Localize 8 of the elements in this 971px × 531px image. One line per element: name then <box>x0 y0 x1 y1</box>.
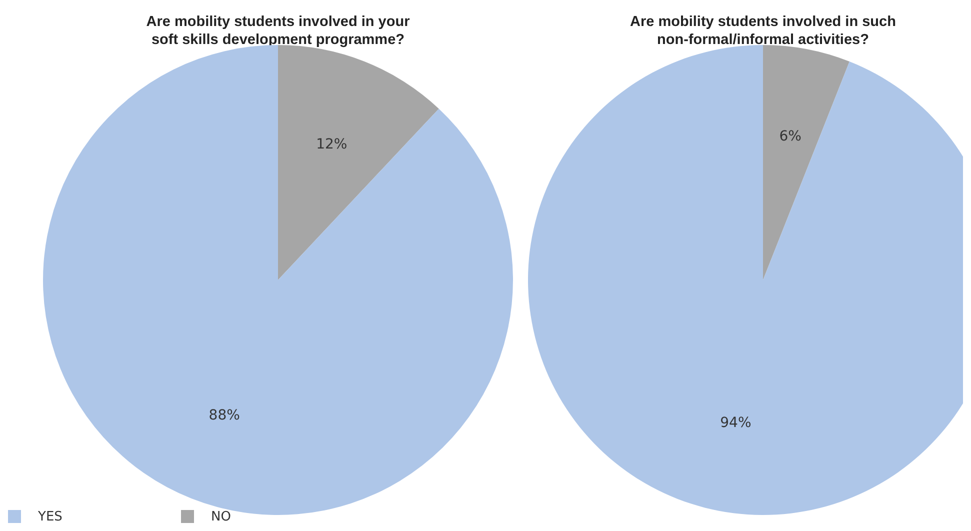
data-label: 88% <box>208 407 240 424</box>
chart-title: Are mobility students involved in such non-formal/informal activities? <box>630 14 896 48</box>
data-label: 94% <box>720 414 752 431</box>
data-label: 6% <box>779 128 802 145</box>
data-label: 12% <box>316 136 348 152</box>
legend-label: YES <box>37 510 62 525</box>
chart-title: Are mobility students involved in your soft skills development programme? <box>146 14 410 48</box>
legend-label: NO <box>211 510 231 525</box>
